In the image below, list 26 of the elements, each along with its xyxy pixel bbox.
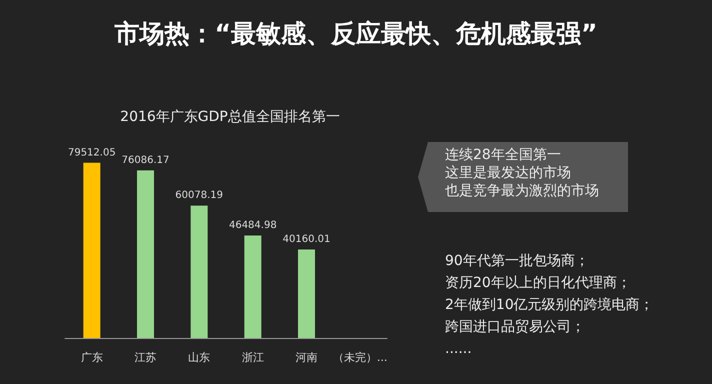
x-tick-label: 广东: [80, 351, 103, 364]
data-label: 46484.98: [228, 220, 277, 232]
data-label: 60078.19: [175, 190, 224, 202]
chart-subtitle: 2016年广东GDP总值全国排名第一: [120, 109, 340, 125]
data-label: 40160.01: [282, 234, 330, 245]
x-tick-label: 山东: [188, 351, 210, 364]
x-tick-label: 江苏: [134, 351, 156, 364]
bar: [298, 250, 315, 338]
chart-title: 市场热：“最敏感、反应最快、危机感最强”: [114, 19, 598, 48]
text: 这里是最发达的市场: [445, 164, 571, 182]
text: 跨国进口品贸易公司；: [445, 318, 585, 336]
bar: [83, 162, 100, 338]
x-tick-label: （未完）...: [332, 351, 388, 364]
bar: [244, 236, 262, 338]
bar: [190, 206, 208, 338]
data-label: 79512.05: [68, 147, 116, 158]
x-tick-label: 浙江: [242, 351, 264, 364]
text: 2年做到10亿元级别的跨境电商；: [445, 296, 654, 314]
data-label: 76086.17: [122, 154, 170, 166]
x-tick-label: 河南: [296, 351, 318, 364]
text: 连续28年全国第一: [445, 146, 561, 164]
bar: [137, 170, 154, 338]
text: 资历20年以上的日化代理商；: [445, 274, 631, 292]
text: 90年代第一批包场商；: [445, 252, 589, 270]
text: ......: [445, 340, 472, 358]
text: 也是竞争最为激烈的市场: [445, 182, 599, 200]
